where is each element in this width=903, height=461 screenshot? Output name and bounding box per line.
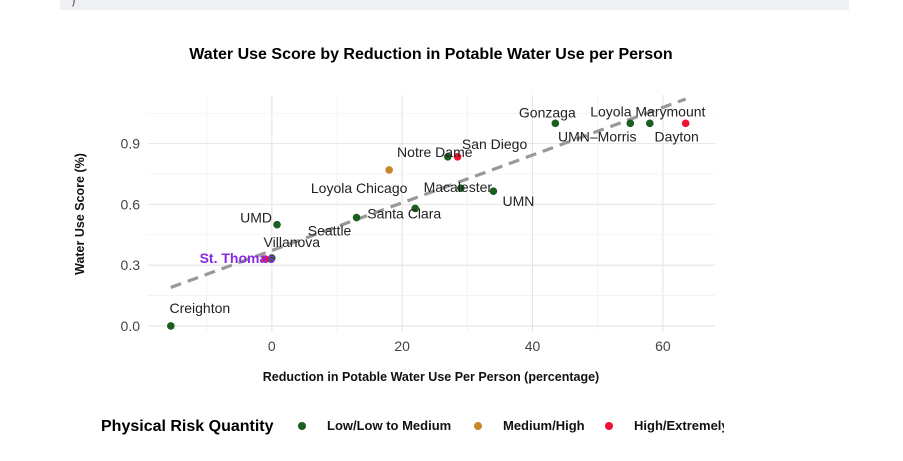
data-points <box>167 119 690 330</box>
data-point <box>268 254 276 262</box>
x-tick-label: 0 <box>268 338 276 354</box>
y-axis-title: Water Use Score (%) <box>73 153 87 275</box>
point-label: Villanova <box>264 234 321 250</box>
x-axis-title: Reduction in Potable Water Use Per Perso… <box>263 370 599 384</box>
point-label: Santa Clara <box>367 205 441 221</box>
point-label: Notre Dame <box>397 144 473 160</box>
legend-swatch <box>474 422 482 430</box>
point-label: UMN <box>502 193 534 209</box>
point-label: San Diego <box>462 136 528 152</box>
legend-item-label: Medium/High <box>503 418 585 433</box>
point-label: Dayton <box>654 128 698 144</box>
trendline-layer <box>170 97 687 289</box>
data-point <box>261 255 270 263</box>
trendline <box>170 97 687 289</box>
point-label: UMN–Morris <box>558 128 637 144</box>
x-tick-label: 40 <box>525 338 541 354</box>
point-label: Macalester <box>424 179 493 195</box>
data-point <box>551 119 560 128</box>
data-point <box>626 119 635 128</box>
data-point <box>411 204 420 213</box>
point-label: Gonzaga <box>519 104 576 120</box>
y-tick-label: 0.9 <box>121 136 141 152</box>
data-point <box>457 184 465 192</box>
legend-swatch <box>605 422 613 430</box>
point-label: Loyola Marymount <box>590 103 705 119</box>
y-tick-labels: 0.0 0.3 0.6 0.9 <box>121 136 141 334</box>
data-point <box>167 322 175 330</box>
data-point <box>646 119 654 128</box>
data-point <box>681 119 690 128</box>
legend-title: Physical Risk Quantity <box>101 418 274 435</box>
chart-title: Water Use Score by Reduction in Potable … <box>189 46 672 63</box>
x-tick-label: 20 <box>394 338 410 354</box>
data-point <box>273 220 281 229</box>
top-strip: ) <box>60 0 849 10</box>
legend: Physical Risk Quantity Low/Low to Medium… <box>101 418 729 435</box>
x-tick-labels: 0 20 40 60 <box>268 338 671 354</box>
data-point <box>352 213 361 222</box>
point-label: UMD <box>240 210 272 226</box>
point-label: Creighton <box>169 300 230 316</box>
y-tick-label: 0.3 <box>121 257 141 273</box>
data-point <box>385 166 393 174</box>
data-point <box>489 187 498 196</box>
point-label: Loyola Chicago <box>311 180 408 196</box>
x-tick-label: 60 <box>655 338 671 354</box>
legend-item-label: Low/Low to Medium <box>327 418 451 433</box>
y-tick-label: 0.0 <box>121 318 141 334</box>
point-label: St. Thomas <box>200 250 276 266</box>
data-point <box>443 152 452 161</box>
point-label: Seattle <box>308 223 352 239</box>
grid <box>148 95 715 332</box>
legend-swatch <box>298 422 306 430</box>
legend-item-label: High/Extremely <box>634 418 729 433</box>
data-point <box>453 152 462 161</box>
y-tick-label: 0.6 <box>121 196 141 212</box>
code-glyph: ) <box>70 0 78 8</box>
